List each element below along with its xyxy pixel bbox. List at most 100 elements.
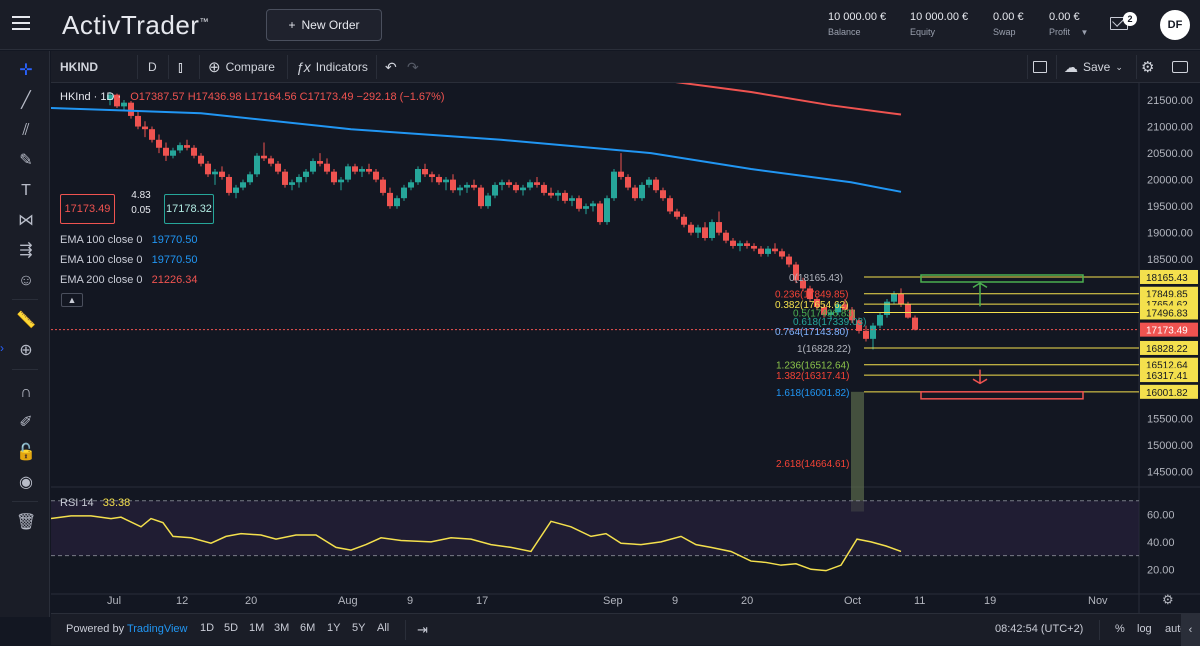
ruler-icon[interactable]: 📏	[16, 312, 36, 329]
timeframe-5d[interactable]: 5D	[224, 622, 239, 634]
crosshair-icon[interactable]: ✛	[19, 62, 33, 79]
save-button[interactable]: ☁ Save ⌄	[1064, 58, 1123, 75]
magnet-icon[interactable]: ∩	[20, 384, 32, 401]
divider	[1099, 620, 1100, 640]
trendline-icon[interactable]: ╱	[21, 92, 31, 109]
sell-button[interactable]: 17173.49	[60, 194, 115, 224]
interval-select[interactable]: D	[148, 60, 157, 74]
settings-gear-icon[interactable]: ⚙	[1141, 59, 1155, 76]
price-chart[interactable]: 0(18165.43) 0.236(17849.85)0.382(17654.62…	[50, 72, 1200, 613]
timeframe-all[interactable]: All	[377, 622, 390, 634]
candle	[156, 139, 162, 148]
timeframe-3m[interactable]: 3M	[274, 622, 290, 634]
time-axis-label: Nov	[1088, 595, 1108, 607]
time-axis-label: 17	[476, 595, 488, 607]
collapse-right-icon[interactable]: ‹	[1181, 614, 1200, 646]
candle	[555, 192, 561, 196]
undo-icon[interactable]: ↶	[385, 58, 397, 75]
buy-button[interactable]: 17178.32	[164, 194, 214, 224]
candle	[737, 243, 743, 246]
candle	[856, 320, 862, 331]
price-axis-label: 20000.00	[1147, 175, 1193, 187]
candle	[632, 187, 638, 199]
fib-level-label: 1.382(16317.41)	[776, 371, 849, 382]
candle	[513, 184, 519, 191]
divider	[405, 620, 406, 640]
time-axis-label: 20	[245, 595, 257, 607]
menu-icon[interactable]	[12, 16, 30, 30]
timeframe-6m[interactable]: 6M	[300, 622, 316, 634]
candle	[359, 169, 365, 172]
candle	[303, 171, 309, 177]
fib-level-label: 0.5(17496.83)	[793, 308, 855, 319]
top-bar: ActivTrader™ + New Order 10 000.00 € Balan…	[0, 0, 1200, 50]
candle	[751, 245, 757, 249]
zoom-icon[interactable]: ⊕	[19, 342, 33, 359]
collapse-legend-icon[interactable]: ▲	[61, 293, 83, 307]
candle	[569, 198, 575, 201]
fib-level-label: 0(18165.43)	[789, 273, 843, 284]
candle	[240, 182, 246, 188]
indicators-button[interactable]: ƒx Indicators	[296, 59, 368, 75]
timeframe-5y[interactable]: 5Y	[352, 622, 366, 634]
unlock-icon[interactable]: 🔓	[16, 444, 36, 461]
text-tool-icon[interactable]: T	[21, 182, 31, 199]
candle	[107, 94, 113, 100]
candle	[282, 171, 288, 185]
price-axis-label: 19000.00	[1147, 228, 1193, 240]
candle	[527, 182, 533, 188]
price-axis-label: 20500.00	[1147, 148, 1193, 160]
ema-100-line	[50, 106, 902, 193]
percent-toggle[interactable]: %	[1115, 623, 1125, 635]
candle	[261, 155, 267, 159]
candle	[191, 147, 197, 156]
compare-button[interactable]: ⊕ Compare	[208, 59, 275, 76]
new-order-button[interactable]: + New Order	[266, 9, 382, 41]
lock-drawing-icon[interactable]: ✐	[19, 414, 33, 431]
log-toggle[interactable]: log	[1137, 623, 1152, 635]
price-axis-label: 14500.00	[1147, 467, 1193, 479]
price-tag	[1140, 384, 1198, 399]
screenshot-icon[interactable]	[1172, 51, 1188, 83]
pattern-icon[interactable]: ⋈	[18, 212, 34, 229]
candle	[499, 182, 505, 185]
spread-value: 4.83 0.05	[131, 190, 151, 216]
divider	[1056, 55, 1057, 79]
redo-icon[interactable]: ↷	[407, 58, 419, 75]
candles-icon[interactable]: ⫾	[178, 58, 183, 76]
candle	[702, 227, 708, 238]
candle	[905, 304, 911, 318]
candle	[716, 222, 722, 233]
candle	[849, 309, 855, 321]
timeframe-1m[interactable]: 1M	[249, 622, 265, 634]
fib-tool-icon[interactable]: ⫽	[22, 122, 30, 139]
powered-by[interactable]: Powered by TradingView	[66, 623, 188, 635]
fib-level-label: 0.382(17654.62)	[775, 300, 848, 311]
candle	[275, 163, 281, 172]
candle	[863, 330, 869, 339]
profit-stat[interactable]: 0.00 € Profit ▼	[1049, 11, 1089, 37]
emoji-icon[interactable]: ☺	[17, 272, 35, 289]
candle	[177, 145, 183, 151]
candle	[415, 169, 421, 183]
eye-icon[interactable]: ◉	[19, 474, 33, 491]
time-axis-label: 12	[176, 595, 188, 607]
fullscreen-icon[interactable]	[1033, 51, 1047, 83]
divider	[376, 55, 377, 79]
prediction-icon[interactable]: ⇶	[19, 242, 33, 259]
date-range-icon[interactable]: ⇥	[417, 622, 428, 637]
clock[interactable]: 08:42:54 (UTC+2)	[995, 623, 1084, 635]
avatar[interactable]: DF	[1160, 10, 1190, 40]
timeframe-1d[interactable]: 1D	[200, 622, 215, 634]
brush-icon[interactable]: ✎	[19, 152, 33, 169]
symbol-search[interactable]: HKIND	[60, 60, 98, 74]
candle	[709, 222, 715, 238]
candle	[380, 179, 386, 193]
trash-icon[interactable]: 🗑	[16, 514, 37, 531]
rsi-band	[51, 500, 1139, 556]
candle	[478, 187, 484, 207]
expand-arrow-icon[interactable]: ›	[0, 341, 4, 355]
timeframe-1y[interactable]: 1Y	[327, 622, 341, 634]
price-tag	[1140, 340, 1198, 355]
chart-area[interactable]: 0(18165.43) 0.236(17849.85) 0.382(17654.62…	[50, 72, 1200, 613]
